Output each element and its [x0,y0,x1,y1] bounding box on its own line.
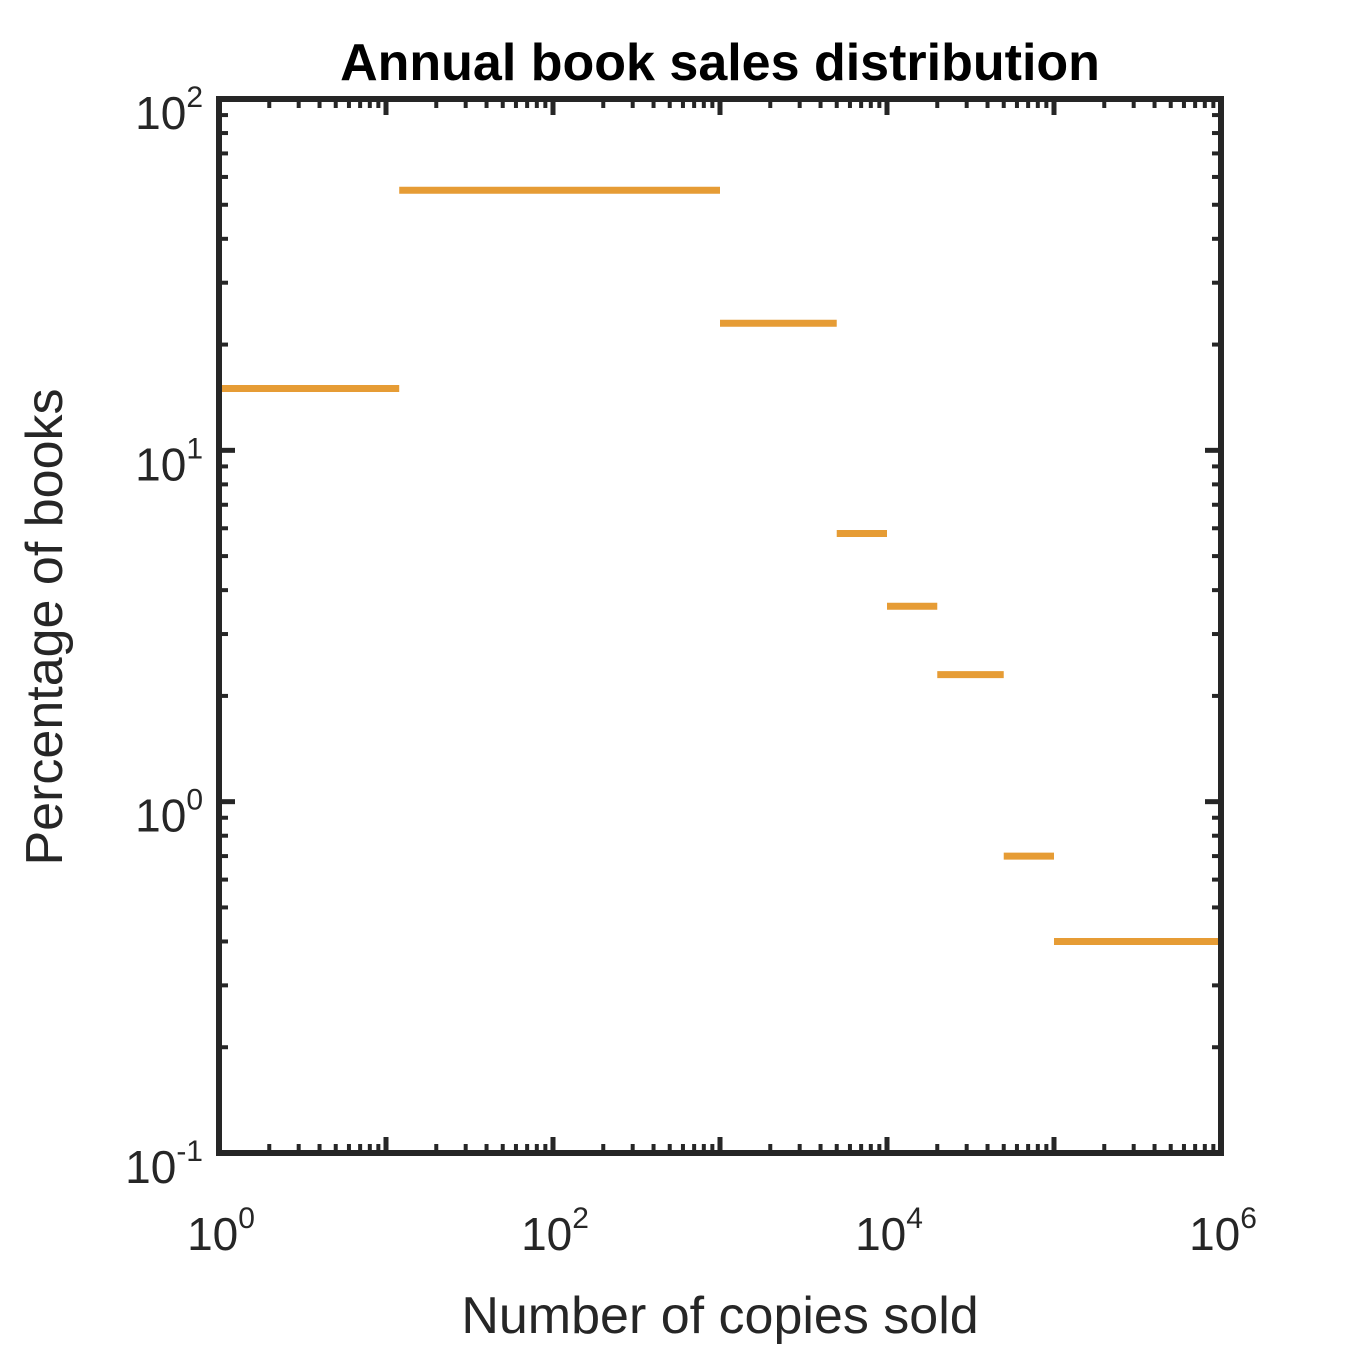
x-tick-label: 104 [855,1202,923,1260]
x-tick-labels: 100 102 104 106 [187,1202,1257,1260]
y-axis-label: Percentage of books [16,389,74,866]
y-tick-label: 101 [135,432,203,490]
y-tick-label: 102 [135,81,203,139]
x-axis-label: Number of copies sold [461,1287,978,1345]
minor-ticks [219,99,1221,1153]
chart-title: Annual book sales distribution [340,34,1100,92]
data-series [219,186,1221,945]
x-tick-label: 102 [521,1202,589,1260]
major-ticks [216,96,1224,1156]
y-tick-labels: 10-1 100 101 102 [125,81,203,1193]
plot-frame [216,96,1224,1156]
y-tick-label: 100 [135,784,203,842]
x-tick-label: 106 [1189,1202,1257,1260]
x-tick-label: 100 [187,1202,255,1260]
y-tick-label: 10-1 [125,1135,203,1193]
